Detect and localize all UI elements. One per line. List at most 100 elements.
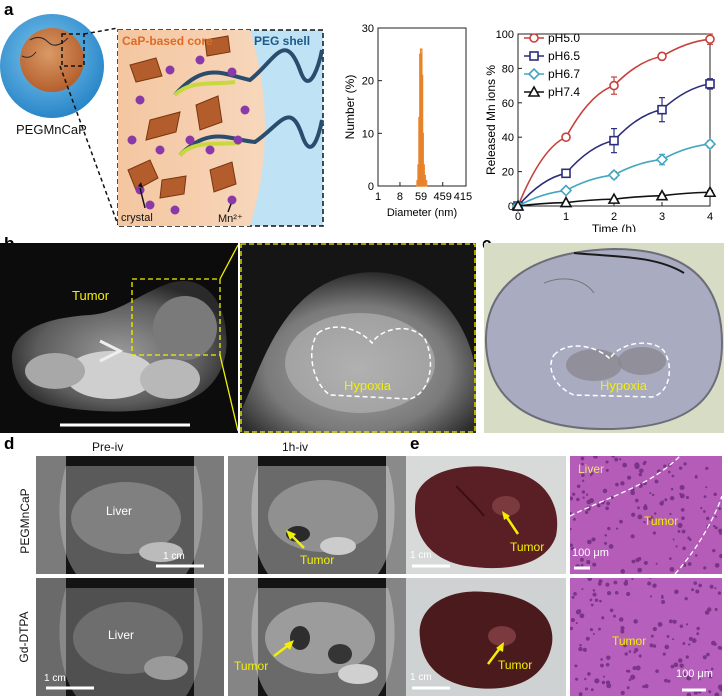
histology-nucleus xyxy=(647,581,652,586)
histology-nucleus xyxy=(707,607,712,612)
histology-nucleus xyxy=(705,466,709,471)
histology-nucleus xyxy=(672,638,675,641)
histology-nucleus xyxy=(589,474,592,477)
histology-nucleus xyxy=(575,609,581,615)
release-y-tick-label: 100 xyxy=(496,29,514,41)
histology-nucleus xyxy=(679,492,682,495)
histology-nucleus xyxy=(570,547,575,551)
histology-nucleus xyxy=(651,493,655,497)
histology-nucleus xyxy=(700,506,703,510)
histology-nucleus xyxy=(639,468,644,474)
histology-nucleus xyxy=(677,529,681,533)
histology-nucleus xyxy=(663,464,667,468)
tumor-label-b: Tumor xyxy=(72,288,110,303)
histology-nucleus xyxy=(631,559,636,564)
liver-label-d2: Liver xyxy=(108,628,135,642)
histology-nucleus xyxy=(637,567,643,573)
release-point-pH6.7 xyxy=(607,168,621,182)
histology-nucleus xyxy=(579,643,582,647)
histology-nucleus xyxy=(649,595,653,598)
release-point-pH6.7 xyxy=(559,184,573,197)
release-y-tick-label: 40 xyxy=(502,132,514,144)
hist-y-tick-label: 0 xyxy=(368,181,374,193)
histology-nucleus xyxy=(584,687,588,691)
histology-nucleus xyxy=(637,506,640,510)
histology-nucleus xyxy=(580,456,585,461)
release-y-tick-label: 20 xyxy=(502,167,514,179)
histology-nucleus xyxy=(713,492,717,497)
hist-x-axis-label: Diameter (nm) xyxy=(387,207,457,219)
histology-nucleus xyxy=(682,563,687,567)
histology-nucleus xyxy=(634,498,639,503)
histology-nucleus xyxy=(606,501,610,506)
histology-nucleus xyxy=(605,582,610,587)
release-point-pH6.5 xyxy=(609,135,619,146)
histology-nucleus xyxy=(693,581,698,585)
histology-nucleus xyxy=(575,622,578,625)
histology-nucleus xyxy=(714,692,720,696)
histology-nucleus xyxy=(719,553,722,559)
liver-photo-1 xyxy=(406,456,566,574)
histology-nucleus xyxy=(619,458,622,461)
histology-nucleus xyxy=(691,638,697,643)
histology-nucleus xyxy=(680,507,685,512)
histology-nucleus xyxy=(644,504,647,507)
histology-nucleus xyxy=(685,655,689,659)
release-point-pH7.4 xyxy=(511,199,525,211)
release-x-axis-label: Time (h) xyxy=(592,222,636,232)
histology-nucleus xyxy=(670,664,675,669)
histology-nucleus xyxy=(708,690,712,694)
histology-nucleus xyxy=(592,592,597,597)
histology-nucleus xyxy=(713,642,717,646)
histology-nucleus xyxy=(614,590,619,595)
histology-nucleus xyxy=(669,566,675,572)
histology-nucleus xyxy=(672,619,677,624)
col-title-pre-iv: Pre-iv xyxy=(92,440,124,454)
legend-label-pH6.5: pH6.5 xyxy=(548,49,580,63)
hist-x-tick-label: 4150 xyxy=(454,191,472,203)
liver-label-d1: Liver xyxy=(106,504,133,518)
histology-nucleus xyxy=(613,614,617,618)
histology-nucleus xyxy=(714,562,720,568)
histology-nucleus xyxy=(717,591,722,595)
histology-nucleus xyxy=(606,683,612,689)
histology-nucleus xyxy=(673,662,679,668)
histology-nucleus xyxy=(618,617,624,622)
release-x-tick-label: 1 xyxy=(563,211,569,223)
histology-nucleus xyxy=(604,534,607,537)
histology-nucleus xyxy=(653,512,657,515)
histology-nucleus xyxy=(570,543,574,547)
histology-nucleus xyxy=(643,560,648,566)
histology-nucleus xyxy=(719,687,722,692)
histology-nucleus xyxy=(586,560,591,565)
histology-nucleus xyxy=(581,588,584,591)
release-y-tick-label: 0 xyxy=(508,201,514,213)
histology-nucleus xyxy=(686,692,692,696)
histology-nucleus xyxy=(599,599,602,603)
histology-nucleus xyxy=(679,624,684,629)
histology-nucleus xyxy=(624,579,628,583)
histology-nucleus xyxy=(603,541,607,545)
histology-nucleus xyxy=(582,647,587,652)
histology-nucleus xyxy=(608,544,614,549)
col-title-1h-iv: 1h-iv xyxy=(282,440,309,454)
liver-label-e: Liver xyxy=(578,462,605,476)
release-y-axis-label: Released Mn ions % xyxy=(484,65,498,175)
shell-label: PEG shell xyxy=(254,34,311,48)
histology-nucleus xyxy=(581,490,586,494)
histology-nucleus xyxy=(652,644,657,648)
histology-nucleus xyxy=(590,471,594,475)
panel-letter-e: e xyxy=(410,434,420,453)
histology-nucleus xyxy=(575,677,579,681)
histology-nucleus xyxy=(572,517,576,521)
hist-x-tick-label: 1 xyxy=(375,191,381,203)
mri-gd-dtpa-1h xyxy=(228,578,416,696)
histology-nucleus xyxy=(710,667,714,671)
tumor-label-e2: Tumor xyxy=(644,514,679,528)
histology-nucleus xyxy=(712,549,716,553)
histology-nucleus xyxy=(708,674,713,679)
tumor-label-e4: Tumor xyxy=(612,634,647,648)
histology-nucleus xyxy=(580,563,584,567)
histology-nucleus xyxy=(677,522,683,528)
histology-nucleus xyxy=(601,616,605,620)
